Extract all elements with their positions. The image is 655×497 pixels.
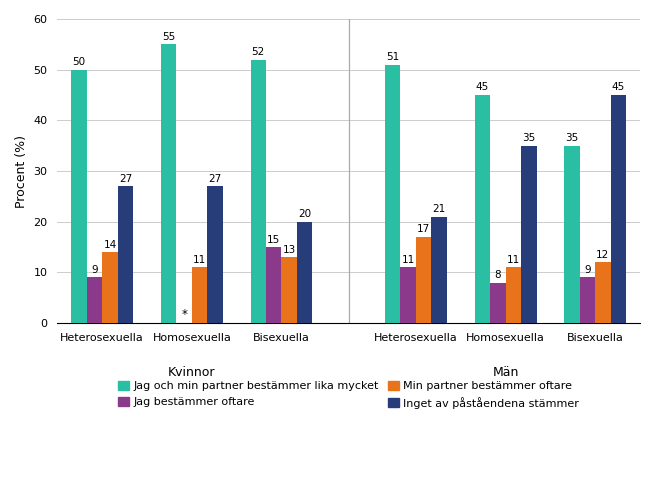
Bar [564, 146, 580, 323]
Bar [432, 217, 447, 323]
Text: 51: 51 [386, 52, 400, 62]
Text: 27: 27 [208, 173, 221, 184]
Bar [385, 65, 400, 323]
Text: 20: 20 [298, 209, 311, 219]
Text: 11: 11 [193, 255, 206, 265]
Text: 8: 8 [495, 270, 501, 280]
Bar [610, 95, 626, 323]
Text: 15: 15 [267, 235, 280, 245]
Text: Män: Män [493, 366, 519, 379]
Bar [490, 282, 506, 323]
Text: 35: 35 [522, 133, 535, 143]
Text: 50: 50 [73, 57, 86, 67]
Text: 35: 35 [565, 133, 578, 143]
Bar [266, 247, 282, 323]
Bar [208, 186, 223, 323]
Text: 14: 14 [103, 240, 117, 249]
Bar [595, 262, 610, 323]
Bar [521, 146, 536, 323]
Bar [297, 222, 312, 323]
Text: 27: 27 [119, 173, 132, 184]
Text: 13: 13 [282, 245, 296, 254]
Text: 52: 52 [252, 47, 265, 57]
Text: 9: 9 [584, 265, 591, 275]
Y-axis label: Procent (%): Procent (%) [15, 135, 28, 208]
Bar [250, 60, 266, 323]
Bar [86, 277, 102, 323]
Bar [102, 252, 118, 323]
Bar [506, 267, 521, 323]
Bar [118, 186, 133, 323]
Bar [161, 44, 176, 323]
Bar [475, 95, 490, 323]
Bar [580, 277, 595, 323]
Bar [71, 70, 86, 323]
Text: 21: 21 [432, 204, 446, 214]
Text: 11: 11 [507, 255, 520, 265]
Bar [400, 267, 416, 323]
Text: 12: 12 [596, 249, 610, 260]
Legend: Jag och min partner bestämmer lika mycket, Jag bestämmer oftare, Min partner bes: Jag och min partner bestämmer lika mycke… [118, 381, 579, 409]
Bar [192, 267, 208, 323]
Text: 17: 17 [417, 224, 430, 235]
Text: 55: 55 [162, 32, 176, 42]
Text: *: * [181, 308, 187, 321]
Text: Kvinnor: Kvinnor [168, 366, 215, 379]
Text: 11: 11 [402, 255, 415, 265]
Text: 9: 9 [91, 265, 98, 275]
Bar [416, 237, 432, 323]
Bar [282, 257, 297, 323]
Text: 45: 45 [476, 83, 489, 92]
Text: 45: 45 [612, 83, 625, 92]
